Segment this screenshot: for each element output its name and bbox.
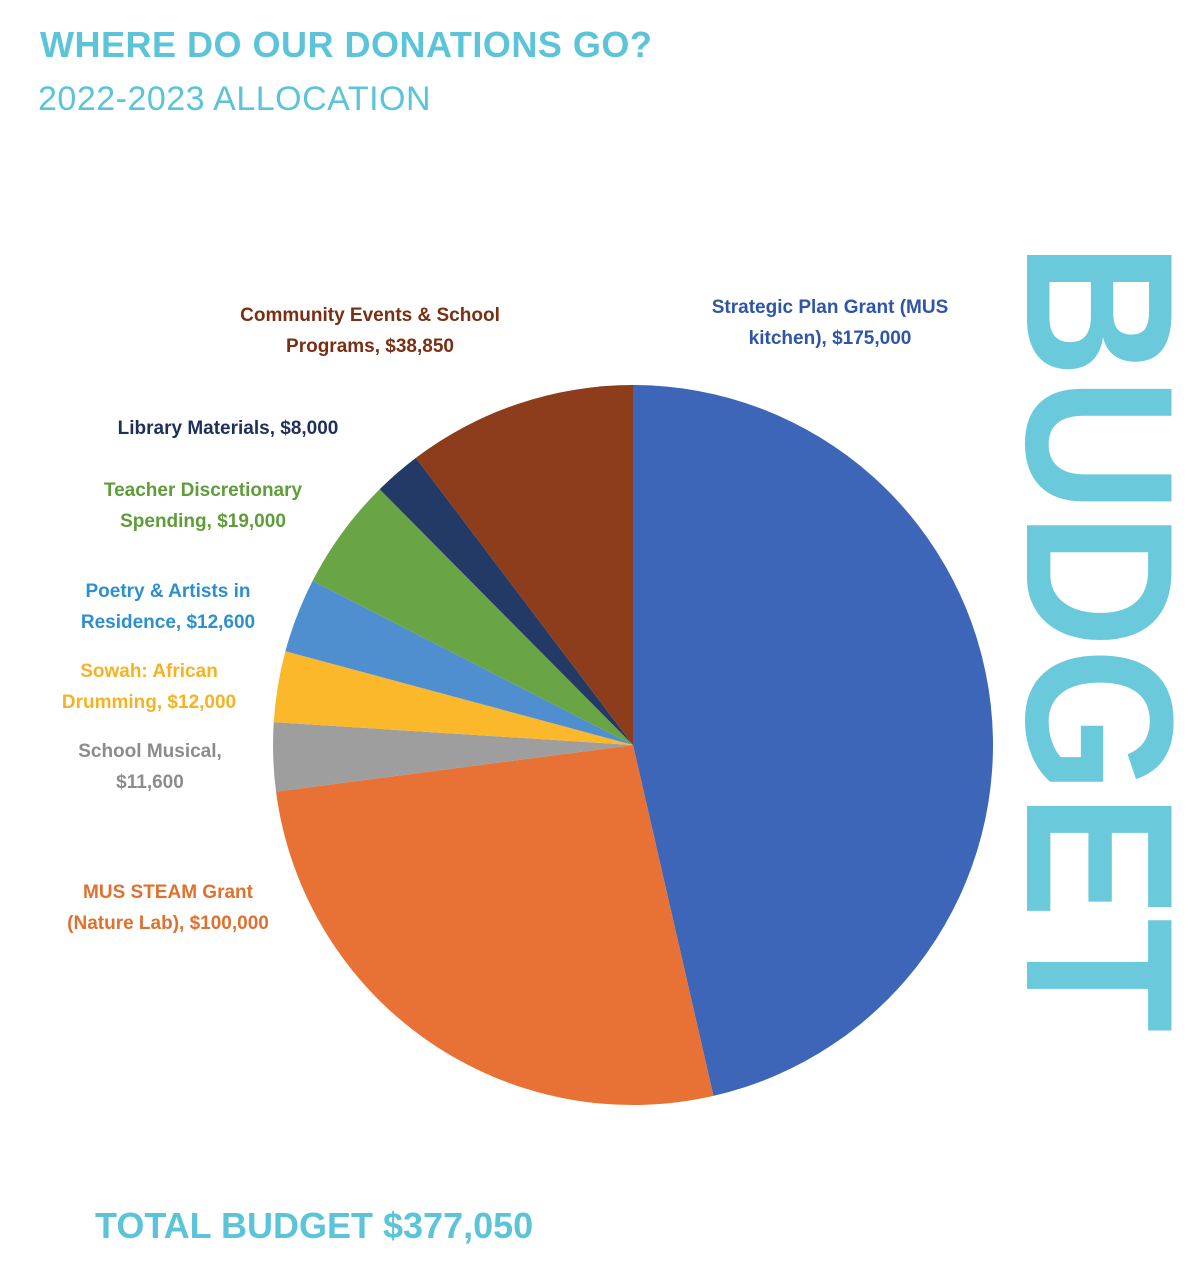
pie-slice-2 xyxy=(276,745,714,1106)
budget-vertical-wordmark: BUDGET xyxy=(1005,243,1183,1033)
slice-label-5: Poetry & Artists in Residence, $12,600 xyxy=(81,581,255,633)
slice-label-2: MUS STEAM Grant (Nature Lab), $100,000 xyxy=(67,882,269,934)
slice-label-8: Community Events & School Programs, $38,8… xyxy=(240,305,500,357)
slice-label-7: Library Materials, $8,000 xyxy=(118,418,339,439)
pie-slice-7 xyxy=(379,457,633,745)
slice-label-6: Teacher Discretionary Spending, $19,000 xyxy=(104,480,303,532)
chart-subtitle: 2022-2023 ALLOCATION xyxy=(38,80,432,118)
slice-label-line: Sowah: African xyxy=(80,661,218,682)
slice-label-line: Library Materials, $8,000 xyxy=(118,418,339,439)
total-budget: TOTAL BUDGET $377,050 xyxy=(95,1205,534,1246)
pie-slice-5 xyxy=(285,580,633,745)
pie-slice-6 xyxy=(312,489,633,745)
slice-label-line: Community Events & School xyxy=(240,305,500,326)
slice-label-line: (Nature Lab), $100,000 xyxy=(67,913,269,934)
slice-label-line: Programs, $38,850 xyxy=(286,336,454,357)
slice-label-line: Drumming, $12,000 xyxy=(62,692,236,713)
pie-slice-1 xyxy=(633,385,994,1096)
slice-label-line: Spending, $19,000 xyxy=(120,511,286,532)
pie-slice-4 xyxy=(273,651,633,745)
slice-label-4: Sowah: African Drumming, $12,000 xyxy=(62,661,236,713)
chart-title: WHERE DO OUR DONATIONS GO? xyxy=(40,24,653,65)
slice-label-line: MUS STEAM Grant xyxy=(83,882,254,903)
slice-label-line: kitchen), $175,000 xyxy=(749,328,912,349)
slice-label-line: School Musical, xyxy=(78,741,222,762)
pie-slices xyxy=(273,385,994,1106)
pie-labels: Strategic Plan Grant (MUS kitchen), $175,… xyxy=(62,297,948,934)
slice-label-line: Teacher Discretionary xyxy=(104,480,303,501)
slice-label-3: School Musical, $11,600 xyxy=(78,741,222,793)
slice-label-1: Strategic Plan Grant (MUS kitchen), $175,… xyxy=(712,297,949,349)
slice-label-line: Residence, $12,600 xyxy=(81,612,255,633)
budget-wordmark-text: BUDGET xyxy=(1005,243,1183,1033)
slice-label-line: Strategic Plan Grant (MUS xyxy=(712,297,949,318)
slice-label-line: $11,600 xyxy=(116,772,184,793)
slice-label-line: Poetry & Artists in xyxy=(85,581,250,602)
pie-slice-3 xyxy=(273,722,633,792)
pie-slice-8 xyxy=(415,385,633,745)
